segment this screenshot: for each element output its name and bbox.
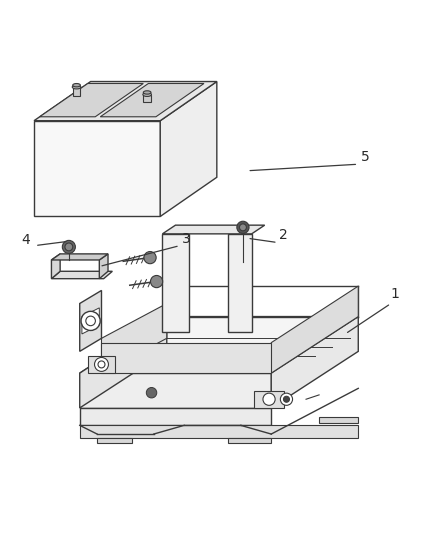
Polygon shape xyxy=(162,234,188,332)
Ellipse shape xyxy=(73,84,81,87)
Polygon shape xyxy=(254,391,284,408)
Polygon shape xyxy=(82,308,99,334)
Polygon shape xyxy=(51,271,113,279)
Text: 1: 1 xyxy=(391,287,400,301)
Text: 3: 3 xyxy=(182,232,191,246)
Polygon shape xyxy=(80,408,271,425)
Polygon shape xyxy=(80,317,358,373)
Polygon shape xyxy=(319,417,358,423)
Text: 5: 5 xyxy=(360,150,369,164)
Polygon shape xyxy=(80,373,271,408)
Polygon shape xyxy=(162,225,265,234)
Polygon shape xyxy=(160,82,217,216)
Polygon shape xyxy=(40,84,143,117)
Circle shape xyxy=(240,224,247,231)
Polygon shape xyxy=(102,343,271,373)
Circle shape xyxy=(280,393,293,405)
Polygon shape xyxy=(143,94,151,102)
Polygon shape xyxy=(228,439,271,443)
Polygon shape xyxy=(228,234,252,332)
Circle shape xyxy=(283,396,290,402)
Polygon shape xyxy=(34,82,217,120)
Polygon shape xyxy=(99,254,108,279)
Circle shape xyxy=(65,243,73,251)
Ellipse shape xyxy=(143,93,152,96)
Circle shape xyxy=(144,252,156,264)
Circle shape xyxy=(263,393,275,405)
Polygon shape xyxy=(80,290,102,351)
Polygon shape xyxy=(88,356,115,373)
Polygon shape xyxy=(271,286,358,373)
Polygon shape xyxy=(97,439,132,443)
Polygon shape xyxy=(34,120,160,216)
Circle shape xyxy=(62,240,75,254)
Ellipse shape xyxy=(143,91,151,94)
Ellipse shape xyxy=(72,85,81,89)
Polygon shape xyxy=(51,254,60,279)
Polygon shape xyxy=(51,254,108,260)
Circle shape xyxy=(151,276,162,288)
Circle shape xyxy=(146,387,157,398)
Text: 2: 2 xyxy=(279,228,288,241)
Circle shape xyxy=(237,221,249,233)
Circle shape xyxy=(81,311,100,330)
Text: 4: 4 xyxy=(21,233,30,247)
Circle shape xyxy=(95,358,109,372)
Polygon shape xyxy=(80,425,358,439)
Polygon shape xyxy=(80,317,167,408)
Polygon shape xyxy=(102,303,167,373)
Polygon shape xyxy=(73,87,81,96)
Polygon shape xyxy=(100,84,204,117)
Polygon shape xyxy=(271,317,358,408)
